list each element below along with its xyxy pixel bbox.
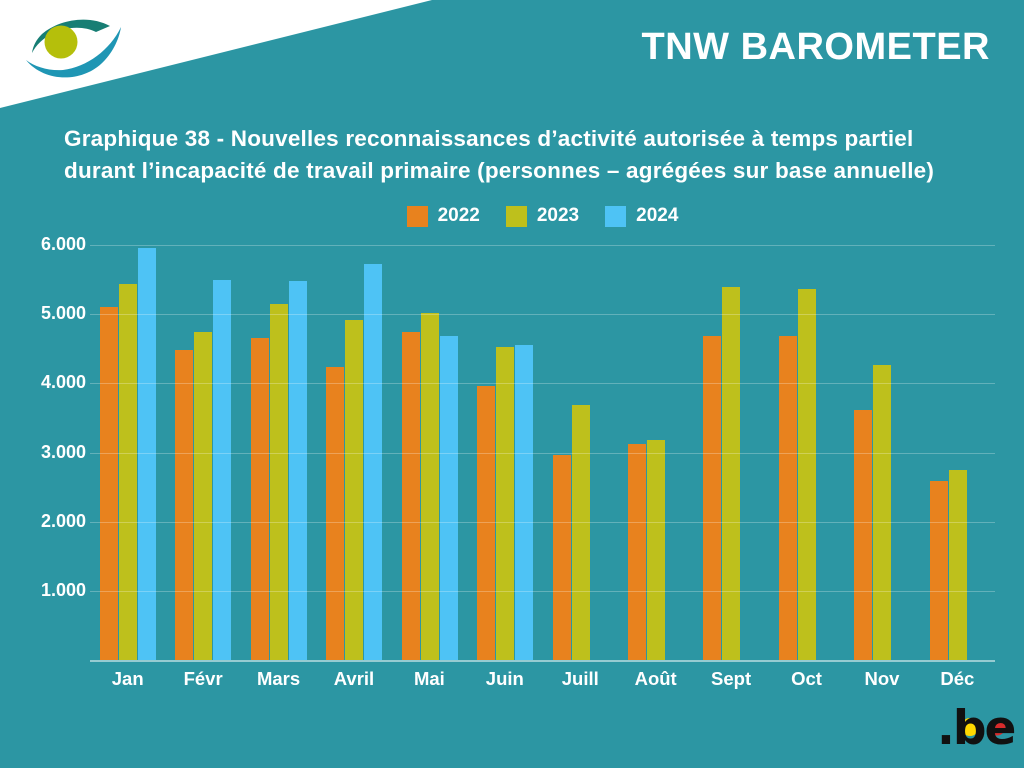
chart-title: Graphique 38 - Nouvelles reconnaissances… [64, 123, 984, 187]
bar-2022-Juill [552, 455, 571, 660]
bar-cluster-Oct [778, 245, 816, 660]
month-column-Jan [90, 245, 165, 660]
month-column-Oct [769, 245, 844, 660]
legend-item-2024: 2024 [605, 205, 678, 227]
x-tick-Jan: Jan [111, 668, 144, 689]
bar-2022-Août [627, 444, 646, 660]
bar-cluster-Avril [326, 245, 383, 660]
y-axis-labels: 1.000 2.000 3.000 4.000 5.000 6.000 [0, 0, 86, 768]
x-tick-Sept: Sept [711, 668, 752, 689]
month-column-Mars [241, 245, 316, 660]
month-column-Févr [165, 245, 240, 660]
month-column-Déc [920, 245, 995, 660]
bar-cluster-Mars [250, 245, 307, 660]
month-column-Nov [844, 245, 919, 660]
x-tick-Nov: Nov [864, 668, 900, 689]
plot-area [90, 245, 995, 662]
gridline-5000 [90, 314, 995, 316]
y-tick-1000: 1.000 [40, 579, 86, 600]
month-column-Avril [316, 245, 391, 660]
bar-2022-Avril [326, 366, 345, 660]
legend-label-2023: 2023 [536, 205, 580, 226]
chart-legend: 2022 2023 2024 [90, 205, 995, 227]
legend-label-2022: 2022 [437, 205, 480, 226]
bar-2023-Mai [420, 313, 439, 660]
bar-2023-Jan [119, 284, 137, 660]
svg-text:.be: .be [937, 701, 1014, 753]
bar-2023-Avril [345, 319, 364, 660]
bar-cluster-Jan [100, 245, 156, 660]
x-tick-Août: Août [634, 668, 677, 689]
y-tick-3000: 3.000 [40, 441, 86, 462]
bar-cluster-Août [627, 245, 665, 660]
month-column-Juin [467, 245, 542, 660]
x-tick-Avril: Avril [333, 668, 375, 689]
bar-2022-Sept [703, 336, 722, 660]
bar-2022-Déc [929, 480, 948, 660]
y-tick-6000: 6.000 [40, 234, 86, 254]
bar-cluster-Nov [854, 245, 892, 660]
gridline-1000 [90, 590, 995, 592]
legend-item-2023: 2023 [505, 205, 580, 227]
y-tick-2000: 2.000 [40, 510, 86, 531]
x-tick-Juin: Juin [485, 668, 524, 689]
bar-2023-Oct [797, 288, 816, 660]
eye-swoosh-logo-icon [26, 19, 121, 78]
bar-2023-Juill [571, 404, 590, 660]
x-tick-Oct: Oct [791, 668, 822, 689]
bar-cluster-Mai [401, 245, 458, 660]
bar-cluster-Déc [929, 245, 967, 660]
dot-be-logo-icon: .be [937, 701, 1016, 753]
bar-2022-Juin [477, 386, 496, 660]
bar-2024-Févr [213, 279, 232, 660]
x-tick-Févr: Févr [183, 668, 223, 689]
chart-title-line-1: Graphique 38 - Nouvelles reconnaissances… [64, 126, 914, 151]
x-tick-Mars: Mars [256, 668, 301, 689]
legend-item-2022: 2022 [406, 205, 480, 227]
gridline-4000 [90, 383, 995, 385]
bar-2023-Févr [194, 332, 213, 660]
bar-2023-Déc [948, 470, 967, 660]
bar-2022-Févr [175, 350, 194, 660]
bar-2023-Juin [496, 347, 515, 660]
legend-swatch-2024 [605, 205, 627, 227]
bar-columns [90, 245, 995, 660]
y-tick-4000: 4.000 [40, 372, 86, 393]
month-column-Sept [693, 245, 768, 660]
gridline-6000 [90, 245, 995, 246]
legend-label-2024: 2024 [636, 205, 679, 226]
month-column-Août [618, 245, 693, 660]
bar-2022-Mars [250, 338, 269, 660]
x-tick-Mai: Mai [413, 668, 445, 689]
bar-2023-Sept [722, 287, 741, 660]
bar-cluster-Juin [477, 245, 534, 660]
bar-2022-Jan [100, 306, 118, 660]
x-tick-Juill: Juill [561, 668, 599, 689]
bar-cluster-Sept [703, 245, 741, 660]
bar-2023-Mars [269, 303, 288, 660]
month-column-Mai [392, 245, 467, 660]
bar-2022-Mai [401, 332, 420, 660]
bar-2023-Août [646, 440, 665, 660]
bar-cluster-Févr [175, 245, 232, 660]
bar-2024-Juin [515, 345, 534, 660]
y-tick-5000: 5.000 [40, 303, 86, 324]
chart-title-line-2: durant l’incapacité de travail primaire … [64, 158, 935, 183]
bar-2023-Nov [873, 364, 892, 660]
bar-cluster-Juill [552, 245, 590, 660]
month-column-Juill [543, 245, 618, 660]
bar-2022-Nov [854, 410, 873, 660]
x-tick-Déc: Déc [940, 668, 975, 689]
legend-swatch-2022 [406, 205, 428, 227]
legend-swatch-2023 [505, 205, 527, 227]
gridline-2000 [90, 521, 995, 523]
page-title: TNW BAROMETER [641, 26, 990, 68]
x-axis-labels: Jan Févr Mars Avril Mai Juin Juill Août Sept Oct N… [90, 668, 995, 690]
bar-2024-Avril [364, 264, 383, 660]
gridline-3000 [90, 452, 995, 454]
bar-2024-Mai [439, 336, 458, 660]
bar-2024-Mars [288, 280, 307, 660]
bar-2022-Oct [778, 336, 797, 660]
bar-2024-Jan [138, 248, 156, 660]
